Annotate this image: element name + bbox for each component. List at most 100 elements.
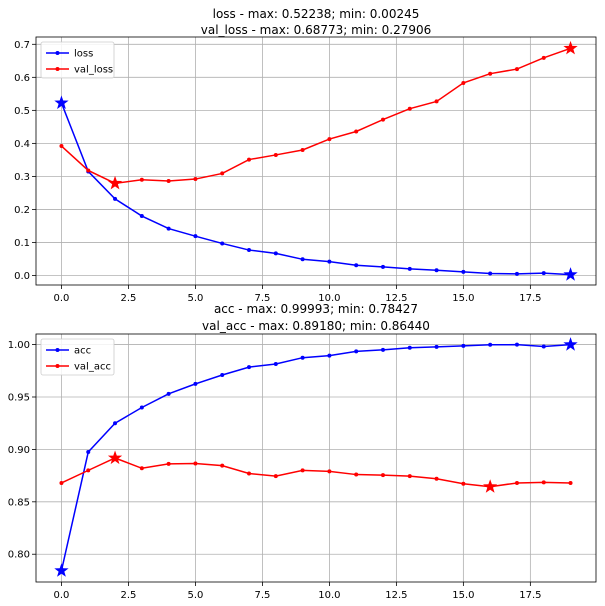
- loss-chart-val_loss-point: [407, 106, 412, 111]
- loss-chart-loss-point: [113, 196, 118, 201]
- accuracy-chart-y-tick-label: 0.90: [8, 445, 30, 456]
- accuracy-chart-acc-point: [247, 365, 252, 370]
- loss-chart-val_loss-line: [60, 47, 571, 185]
- loss-chart-y-tick-label: 0.7: [14, 40, 30, 51]
- loss-chart-legend-swatch-marker: [55, 67, 60, 71]
- accuracy-chart-acc-extreme-star: [563, 337, 578, 351]
- loss-chart-legend-label: val_loss: [74, 65, 113, 76]
- loss-chart-loss-point: [488, 271, 493, 276]
- accuracy-chart-val_acc-point: [300, 468, 305, 473]
- accuracy-chart-legend-label: acc: [74, 346, 91, 357]
- loss-chart-loss-point: [247, 248, 252, 253]
- loss-chart-legend: loss val_loss: [40, 41, 115, 79]
- loss-chart-val_loss-point: [488, 71, 493, 76]
- loss-chart-val_loss-point: [273, 152, 278, 157]
- loss-chart-val_loss-point: [514, 67, 519, 72]
- loss-chart-loss-point: [461, 269, 466, 274]
- accuracy-chart-acc-point: [488, 342, 493, 347]
- loss-chart-y-axis: 0.0 0.1 0.2 0.3 0.4 0.5 0.6 0.7: [14, 40, 36, 282]
- accuracy-chart-val_acc-point: [434, 476, 439, 481]
- loss-chart-val_loss-point: [86, 168, 91, 173]
- accuracy-chart-acc-point: [541, 344, 546, 349]
- accuracy-chart-acc-point: [327, 353, 332, 358]
- accuracy-chart-val_acc-point: [273, 474, 278, 479]
- loss-chart-y-tick-label: 0.6: [14, 73, 30, 84]
- loss-chart-loss-point: [541, 271, 546, 276]
- accuracy-chart-acc-point: [461, 343, 466, 348]
- accuracy-chart-acc-point: [514, 342, 519, 347]
- loss-chart-loss-point: [166, 226, 171, 231]
- accuracy-chart-y-tick-label: 1.00: [8, 340, 30, 351]
- accuracy-chart-series: [54, 337, 578, 577]
- accuracy-chart-acc-point: [166, 391, 171, 396]
- loss-chart-loss-point: [407, 266, 412, 271]
- accuracy-chart-acc-point: [407, 345, 412, 350]
- accuracy-chart-legend: acc val_acc: [40, 338, 115, 376]
- loss-chart-val_loss-extreme-star: [563, 40, 578, 55]
- accuracy-chart-val_acc-extreme-star: [107, 450, 123, 465]
- loss-chart-x-tick-label: 17.5: [519, 293, 541, 304]
- accuracy-chart-val_acc-point: [407, 474, 412, 479]
- accuracy-chart-y-tick-label: 0.80: [8, 550, 30, 561]
- loss-chart-val_loss-point: [327, 137, 332, 142]
- accuracy-chart-val_acc-point: [461, 481, 466, 486]
- loss-chart-x-tick-label: 7.5: [254, 293, 270, 304]
- loss-chart-loss-point: [354, 263, 359, 268]
- accuracy-chart-x-tick-label: 15.0: [452, 590, 474, 601]
- loss-chart-loss-point: [327, 259, 332, 264]
- accuracy-chart-acc-point: [273, 361, 278, 366]
- accuracy-chart-val_acc-point: [166, 461, 171, 466]
- loss-chart-val_loss-point: [220, 171, 225, 176]
- accuracy-chart-acc-point: [220, 372, 225, 377]
- accuracy-chart-acc-line: [60, 343, 571, 571]
- accuracy-chart-val_acc-point: [59, 480, 64, 485]
- loss-chart-val_loss-point: [541, 55, 546, 60]
- accuracy-chart-x-tick-label: 0.0: [54, 590, 70, 601]
- loss-chart-title-line-1: loss - max: 0.52238; min: 0.00245: [213, 7, 420, 21]
- accuracy-chart-val_acc-point: [568, 480, 573, 485]
- loss-chart-loss-extreme-star: [54, 95, 69, 110]
- accuracy-chart-x-tick-label: 12.5: [385, 590, 407, 601]
- loss-chart-val_loss-point: [434, 99, 439, 104]
- loss-chart-y-tick-label: 0.1: [14, 238, 30, 249]
- accuracy-chart-y-axis: 0.80 0.85 0.90 0.95 1.00: [8, 340, 36, 561]
- loss-chart-loss-point: [514, 271, 519, 276]
- accuracy-chart-x-tick-label: 7.5: [254, 590, 270, 601]
- accuracy-chart-y-tick-label: 0.95: [8, 392, 30, 403]
- loss-chart-legend-label: loss: [74, 49, 93, 60]
- accuracy-chart-y-tick-label: 0.85: [8, 497, 30, 508]
- loss-chart-val_loss-point: [166, 179, 171, 184]
- loss-chart-x-tick-label: 12.5: [385, 293, 407, 304]
- accuracy-chart: acc - max: 0.99993; min: 0.78427 val_acc…: [8, 302, 597, 601]
- loss-chart-val_loss-point: [247, 157, 252, 162]
- loss-chart-series: [54, 40, 578, 281]
- loss-chart-y-tick-label: 0.2: [14, 205, 30, 216]
- loss-chart-val_loss-point: [59, 144, 64, 149]
- accuracy-chart-x-tick-label: 5.0: [187, 590, 203, 601]
- loss-chart-val_loss-point: [461, 80, 466, 85]
- accuracy-chart-acc-extreme-star: [54, 563, 69, 577]
- accuracy-chart-acc-point: [193, 381, 198, 386]
- accuracy-chart-acc-point: [113, 421, 118, 426]
- loss-chart-val_loss-extreme-star: [107, 175, 123, 190]
- loss-chart-loss-point: [300, 257, 305, 262]
- accuracy-chart-legend-swatch-marker: [55, 364, 60, 368]
- loss-chart: loss - max: 0.52238; min: 0.00245 val_lo…: [14, 7, 597, 304]
- loss-chart-loss-line: [60, 102, 571, 276]
- loss-chart-y-tick-label: 0.3: [14, 172, 30, 183]
- accuracy-chart-acc-point: [300, 355, 305, 360]
- accuracy-chart-val_acc-point: [193, 461, 198, 466]
- accuracy-chart-x-axis: 0.0 2.5 5.0 7.5 10.0 12.5 15.0 17.5: [54, 582, 541, 601]
- loss-chart-axes-frame: [35, 36, 597, 286]
- loss-chart-x-tick-label: 10.0: [318, 293, 340, 304]
- loss-chart-y-tick-label: 0.5: [14, 106, 30, 117]
- loss-chart-x-tick-label: 5.0: [187, 293, 203, 304]
- accuracy-chart-val_acc-extreme-star: [483, 479, 498, 493]
- accuracy-chart-axes-frame: [35, 333, 597, 583]
- loss-chart-val_loss-point: [380, 117, 385, 122]
- accuracy-chart-val_acc-point: [380, 473, 385, 478]
- loss-chart-loss-extreme-star: [563, 267, 578, 281]
- loss-chart-x-tick-label: 2.5: [120, 293, 136, 304]
- accuracy-chart-title-line-1: acc - max: 0.99993; min: 0.78427: [214, 302, 418, 316]
